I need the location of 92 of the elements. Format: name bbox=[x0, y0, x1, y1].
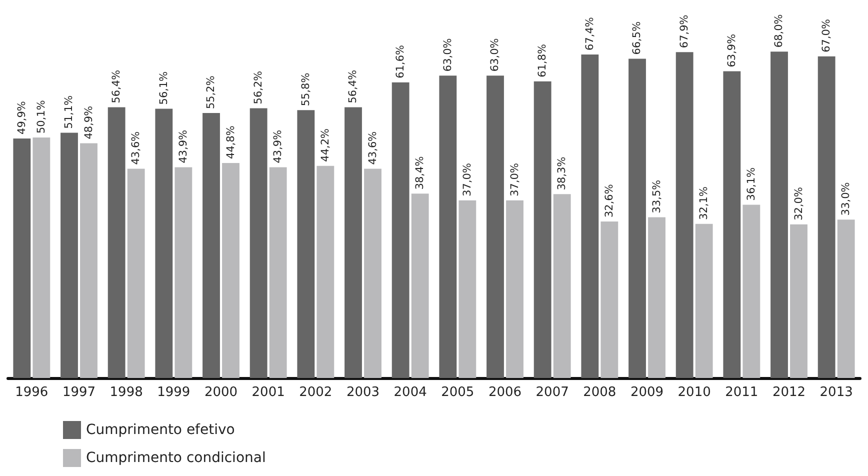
bar bbox=[32, 138, 50, 378]
x-tick-label: 2004 bbox=[394, 385, 427, 400]
data-label: 63,0% bbox=[489, 38, 502, 72]
data-label: 66,5% bbox=[631, 21, 644, 55]
x-tick-label: 2013 bbox=[820, 385, 853, 400]
bar bbox=[411, 194, 429, 378]
data-label: 33,5% bbox=[650, 180, 663, 214]
data-label: 38,3% bbox=[556, 156, 568, 190]
bar bbox=[439, 76, 457, 378]
bar bbox=[80, 143, 98, 378]
bar bbox=[222, 162, 240, 378]
x-tick-label: 1998 bbox=[110, 385, 143, 400]
x-tick-label: 2008 bbox=[583, 385, 616, 400]
bar bbox=[269, 167, 287, 378]
data-label: 61,6% bbox=[394, 44, 407, 78]
data-label: 37,0% bbox=[461, 163, 474, 196]
bar bbox=[837, 220, 855, 378]
x-tick-label: 2010 bbox=[678, 385, 711, 400]
x-tick-label: 2005 bbox=[441, 385, 474, 400]
data-label: 38,4% bbox=[414, 156, 426, 190]
bar bbox=[506, 200, 524, 378]
bar bbox=[60, 132, 78, 378]
data-label: 67,4% bbox=[584, 17, 596, 50]
data-label: 32,1% bbox=[698, 186, 710, 220]
bar bbox=[770, 52, 788, 378]
data-label: 55,8% bbox=[300, 72, 312, 106]
x-tick-label: 2007 bbox=[536, 385, 569, 400]
x-tick-label: 2002 bbox=[299, 385, 332, 400]
bar bbox=[486, 76, 504, 378]
x-tick-label: 2001 bbox=[252, 385, 285, 400]
data-label: 44,2% bbox=[319, 128, 332, 162]
data-label: 55,2% bbox=[205, 76, 218, 110]
bar bbox=[553, 194, 571, 378]
data-label: 44,8% bbox=[224, 126, 237, 159]
data-label: 61,8% bbox=[536, 44, 549, 78]
bar bbox=[742, 204, 760, 378]
bar bbox=[127, 168, 145, 378]
data-label: 63,0% bbox=[442, 38, 454, 72]
bar bbox=[790, 224, 808, 378]
bar bbox=[364, 168, 382, 378]
data-label: 32,0% bbox=[792, 187, 805, 220]
data-label: 43,6% bbox=[130, 131, 142, 165]
bar bbox=[628, 58, 646, 378]
data-label: 37,0% bbox=[508, 163, 521, 196]
x-tick-label: 1996 bbox=[15, 385, 48, 400]
data-label: 56,4% bbox=[347, 70, 360, 104]
x-tick-label: 2012 bbox=[772, 385, 806, 400]
x-tick-label: 2011 bbox=[725, 385, 758, 400]
data-label: 56,2% bbox=[252, 70, 265, 104]
x-tick-label: 1997 bbox=[62, 385, 96, 400]
data-label: 43,6% bbox=[366, 131, 379, 165]
x-tick-label: 1999 bbox=[157, 385, 190, 400]
bar bbox=[581, 54, 599, 378]
data-label: 32,6% bbox=[603, 184, 616, 218]
legend-label: Cumprimento condicional bbox=[86, 450, 266, 466]
bar bbox=[676, 52, 694, 378]
bar bbox=[174, 167, 192, 378]
data-label: 68,0% bbox=[773, 14, 786, 48]
bar bbox=[818, 56, 836, 378]
bar bbox=[202, 113, 220, 378]
bar bbox=[250, 108, 268, 378]
data-label: 50,1% bbox=[35, 100, 48, 134]
x-tick-label: 2009 bbox=[630, 385, 664, 400]
data-label: 51,1% bbox=[63, 95, 76, 129]
data-label: 33,0% bbox=[840, 182, 852, 216]
bar bbox=[723, 71, 741, 378]
legend-label: Cumprimento efetivo bbox=[86, 422, 235, 438]
data-label: 67,9% bbox=[678, 14, 691, 48]
bar bbox=[297, 110, 315, 378]
bar bbox=[344, 107, 362, 378]
bar bbox=[155, 108, 173, 378]
bar bbox=[316, 166, 334, 378]
bar bbox=[648, 217, 666, 378]
data-label: 67,0% bbox=[820, 19, 833, 52]
data-label: 43,9% bbox=[177, 130, 190, 164]
data-label: 36,1% bbox=[745, 167, 758, 201]
data-label: 56,1% bbox=[158, 71, 170, 105]
bar bbox=[392, 82, 410, 378]
data-label: 56,4% bbox=[110, 70, 123, 104]
bar bbox=[600, 222, 618, 378]
x-tick-label: 2003 bbox=[346, 385, 380, 400]
bar bbox=[695, 224, 713, 378]
x-tick-label: 2000 bbox=[204, 385, 238, 400]
data-label: 43,9% bbox=[272, 130, 284, 164]
bar bbox=[13, 138, 31, 378]
bar bbox=[534, 81, 552, 378]
x-tick-label: 2006 bbox=[488, 385, 522, 400]
bar bbox=[108, 107, 126, 378]
bar bbox=[458, 200, 476, 378]
data-label: 48,9% bbox=[82, 106, 95, 140]
data-label: 63,9% bbox=[726, 34, 738, 68]
data-label: 49,9% bbox=[16, 101, 28, 134]
